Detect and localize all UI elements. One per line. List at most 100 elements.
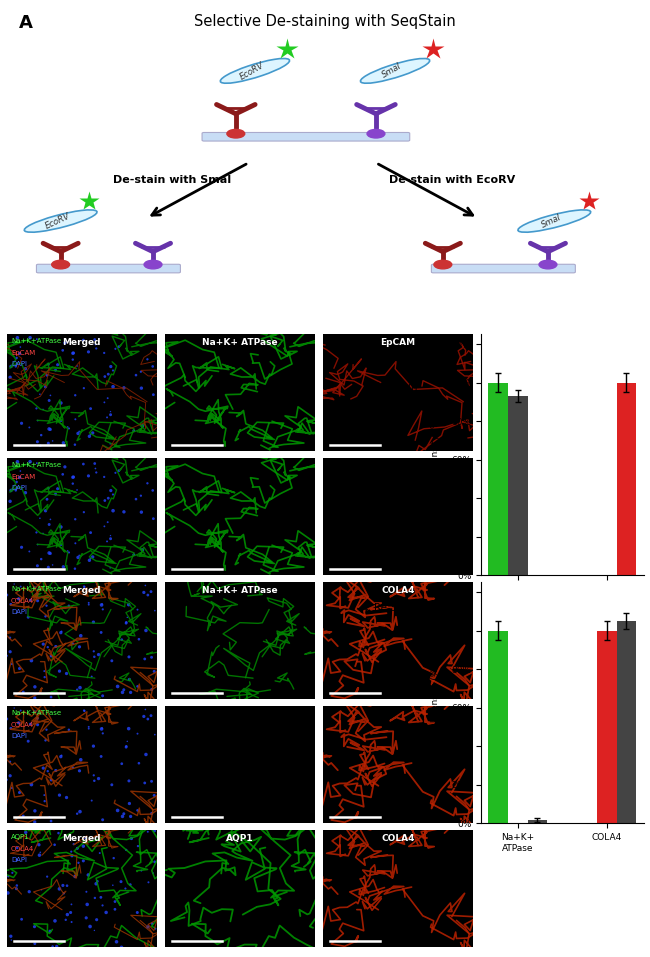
Bar [488, 383, 508, 575]
Point [60, 335, 70, 350]
Point [32, 456, 42, 471]
Point [16, 579, 26, 594]
Point [25, 454, 35, 469]
Point [67, 848, 77, 863]
Point [46, 813, 57, 829]
Point [57, 747, 67, 763]
Point [72, 682, 83, 698]
Point [56, 413, 66, 429]
Point [3, 869, 14, 884]
Point [14, 591, 24, 607]
Point [85, 401, 96, 416]
Point [68, 635, 78, 651]
Point [147, 916, 157, 931]
Point [73, 549, 83, 565]
Text: Na+K+ ATPase: Na+K+ ATPase [202, 586, 278, 595]
Point [138, 585, 149, 600]
Point [66, 897, 77, 912]
Point [70, 412, 81, 427]
Point [105, 560, 116, 575]
Point [98, 688, 108, 703]
Point [101, 904, 111, 920]
Point [42, 367, 52, 383]
Point [133, 602, 143, 617]
Point [57, 624, 67, 639]
Point [109, 851, 119, 866]
Point [136, 504, 147, 520]
Text: Merged: Merged [62, 834, 101, 843]
Point [118, 806, 129, 821]
Point [99, 368, 110, 384]
Point [46, 648, 57, 663]
Point [1, 588, 12, 603]
Text: DAPI: DAPI [11, 610, 27, 615]
Point [110, 894, 120, 909]
Point [23, 610, 33, 625]
Point [5, 754, 15, 769]
Circle shape [367, 129, 385, 138]
Point [150, 855, 160, 870]
Point [29, 919, 40, 934]
Point [42, 764, 53, 779]
Point [103, 390, 113, 406]
Point [84, 597, 94, 612]
Point [124, 672, 135, 687]
Point [18, 809, 29, 824]
Point [51, 763, 61, 778]
Point [34, 387, 45, 402]
Point [94, 647, 104, 662]
Point [79, 579, 89, 594]
Point [5, 644, 16, 659]
Point [24, 884, 34, 900]
Bar [488, 631, 508, 823]
Point [133, 803, 143, 818]
Point [103, 367, 114, 382]
Point [46, 772, 57, 788]
Point [103, 515, 113, 530]
Point [96, 722, 107, 737]
Point [9, 576, 20, 591]
Point [92, 701, 102, 716]
Point [38, 402, 48, 417]
Point [1, 711, 12, 726]
Point [119, 504, 129, 520]
Point [124, 649, 134, 664]
Text: De-stain with EcoRV: De-stain with EcoRV [389, 175, 515, 185]
Point [122, 734, 133, 749]
Point [16, 415, 27, 431]
Point [142, 588, 153, 603]
Point [70, 437, 80, 453]
Point [70, 536, 81, 551]
Point [125, 685, 136, 701]
Point [105, 483, 116, 499]
Point [12, 455, 23, 470]
Point [150, 727, 160, 743]
Point [129, 547, 139, 563]
Point [88, 739, 99, 754]
Point [5, 369, 16, 385]
Point [146, 806, 157, 821]
Point [68, 836, 79, 852]
Point [30, 704, 40, 720]
Point [15, 463, 25, 478]
Point [44, 421, 55, 436]
Point [66, 844, 77, 859]
Point [146, 681, 157, 697]
Point [44, 545, 55, 561]
Point [107, 777, 117, 792]
Point [20, 485, 31, 501]
Point [6, 780, 17, 795]
Point [105, 359, 116, 374]
Point [125, 809, 136, 824]
Text: AQP1: AQP1 [11, 834, 30, 840]
Point [142, 824, 153, 839]
Point [46, 388, 56, 403]
Point [68, 470, 78, 485]
Point [16, 702, 26, 718]
Point [62, 419, 73, 434]
Point [81, 910, 92, 925]
Point [98, 602, 108, 617]
Point [108, 487, 118, 502]
Point [38, 525, 48, 541]
Point [99, 493, 110, 508]
